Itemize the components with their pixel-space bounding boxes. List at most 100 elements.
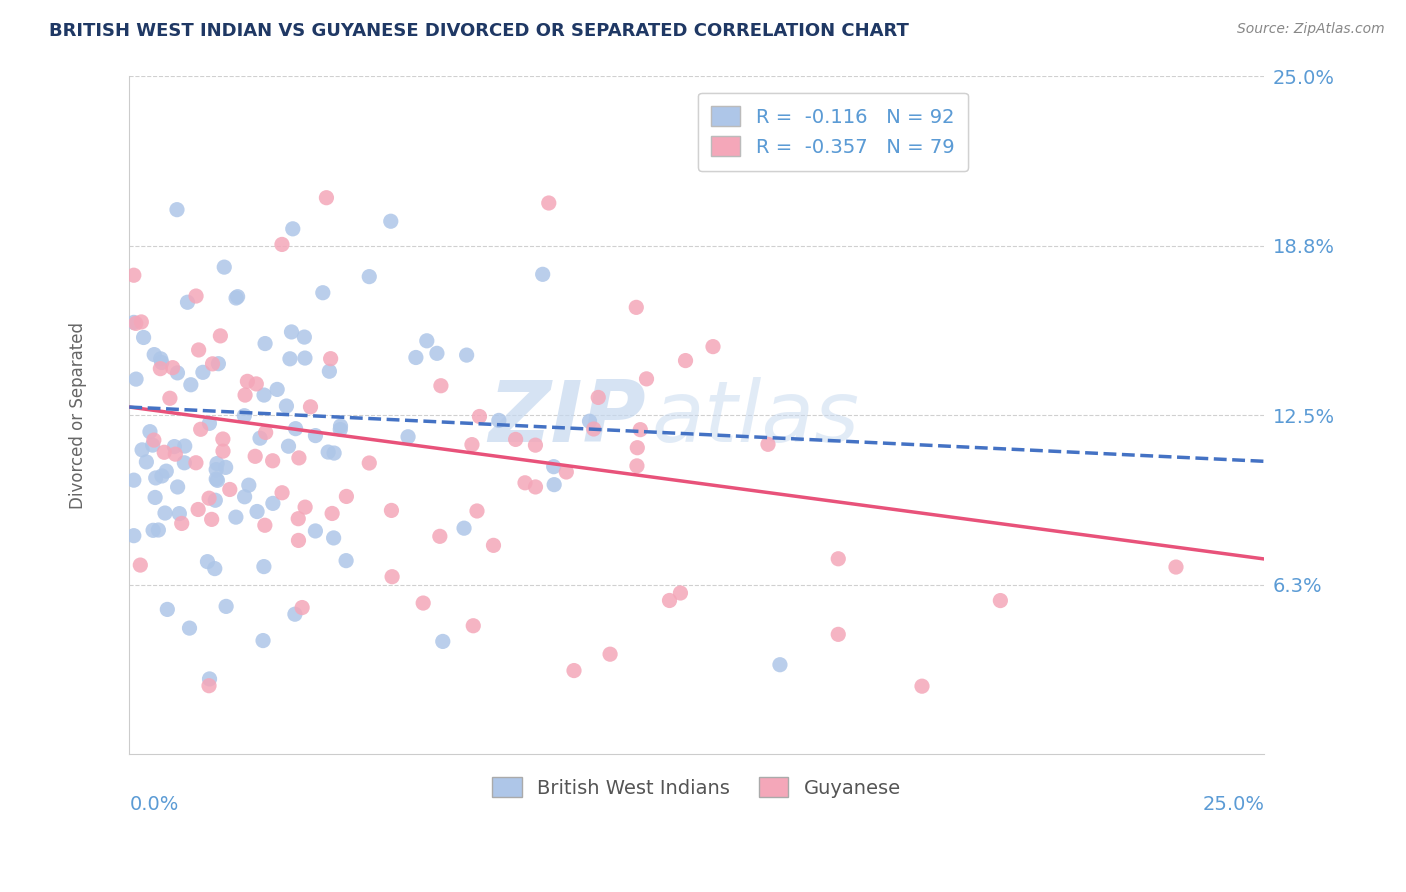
- Point: [205, 457, 228, 471]
- Point: [524, 480, 547, 494]
- Point: [513, 475, 536, 490]
- Point: [187, 502, 209, 516]
- Point: [990, 593, 1012, 607]
- Point: [246, 504, 269, 518]
- Point: [271, 485, 294, 500]
- Point: [245, 376, 267, 391]
- Point: [148, 523, 170, 537]
- Legend: R =  -0.116   N = 92, R =  -0.357   N = 79: R = -0.116 N = 92, R = -0.357 N = 79: [697, 93, 969, 170]
- Point: [304, 428, 326, 442]
- Point: [827, 627, 849, 641]
- Point: [169, 507, 191, 521]
- Point: [429, 529, 451, 543]
- Point: [262, 496, 284, 510]
- Point: [236, 375, 259, 389]
- Point: [294, 500, 316, 515]
- Point: [359, 269, 381, 284]
- Point: [412, 596, 434, 610]
- Point: [335, 490, 357, 504]
- Point: [142, 433, 165, 447]
- Point: [578, 414, 600, 428]
- Point: [756, 437, 779, 451]
- Point: [524, 438, 547, 452]
- Point: [155, 464, 177, 478]
- Point: [201, 357, 224, 371]
- Point: [278, 351, 301, 366]
- Point: [122, 315, 145, 329]
- Point: [271, 237, 294, 252]
- Point: [207, 357, 229, 371]
- Point: [233, 490, 256, 504]
- Point: [769, 657, 792, 672]
- Text: atlas: atlas: [651, 377, 859, 460]
- Point: [294, 351, 316, 365]
- Point: [292, 330, 315, 344]
- Point: [226, 290, 249, 304]
- Point: [287, 512, 309, 526]
- Point: [329, 419, 352, 434]
- Point: [276, 399, 298, 413]
- Point: [253, 559, 276, 574]
- Point: [225, 510, 247, 524]
- Point: [179, 621, 201, 635]
- Text: BRITISH WEST INDIAN VS GUYANESE DIVORCED OR SEPARATED CORRELATION CHART: BRITISH WEST INDIAN VS GUYANESE DIVORCED…: [49, 22, 910, 40]
- Point: [555, 465, 578, 479]
- Point: [675, 353, 697, 368]
- Point: [153, 506, 176, 520]
- Point: [319, 351, 342, 366]
- Point: [156, 602, 179, 616]
- Point: [291, 600, 314, 615]
- Point: [215, 599, 238, 614]
- Point: [322, 531, 344, 545]
- Point: [266, 383, 288, 397]
- Point: [198, 491, 221, 506]
- Point: [129, 558, 152, 572]
- Point: [253, 518, 276, 533]
- Point: [166, 480, 188, 494]
- Point: [252, 633, 274, 648]
- Point: [416, 334, 439, 348]
- Point: [198, 672, 221, 686]
- Point: [468, 409, 491, 424]
- Point: [531, 268, 554, 282]
- Point: [254, 425, 277, 440]
- Point: [543, 477, 565, 491]
- Point: [249, 431, 271, 445]
- Point: [562, 664, 585, 678]
- Text: Source: ZipAtlas.com: Source: ZipAtlas.com: [1237, 22, 1385, 37]
- Point: [131, 315, 153, 329]
- Point: [359, 456, 381, 470]
- Point: [405, 351, 427, 365]
- Point: [198, 417, 221, 431]
- Point: [312, 285, 335, 300]
- Point: [453, 521, 475, 535]
- Point: [212, 432, 235, 446]
- Point: [329, 423, 352, 437]
- Point: [187, 343, 209, 357]
- Point: [335, 554, 357, 568]
- Point: [461, 437, 484, 451]
- Point: [262, 454, 284, 468]
- Point: [212, 444, 235, 458]
- Point: [212, 260, 235, 274]
- Point: [170, 516, 193, 531]
- Point: [626, 458, 648, 473]
- Point: [145, 471, 167, 485]
- Point: [669, 586, 692, 600]
- Point: [184, 456, 207, 470]
- Point: [628, 423, 651, 437]
- Point: [284, 607, 307, 622]
- Point: [543, 459, 565, 474]
- Point: [658, 593, 681, 607]
- Point: [288, 450, 311, 465]
- Point: [125, 372, 148, 386]
- Point: [304, 524, 326, 538]
- Point: [125, 317, 148, 331]
- Point: [209, 329, 232, 343]
- Point: [198, 679, 221, 693]
- Point: [505, 433, 527, 447]
- Point: [582, 422, 605, 436]
- Point: [149, 361, 172, 376]
- Point: [233, 388, 256, 402]
- Point: [122, 473, 145, 487]
